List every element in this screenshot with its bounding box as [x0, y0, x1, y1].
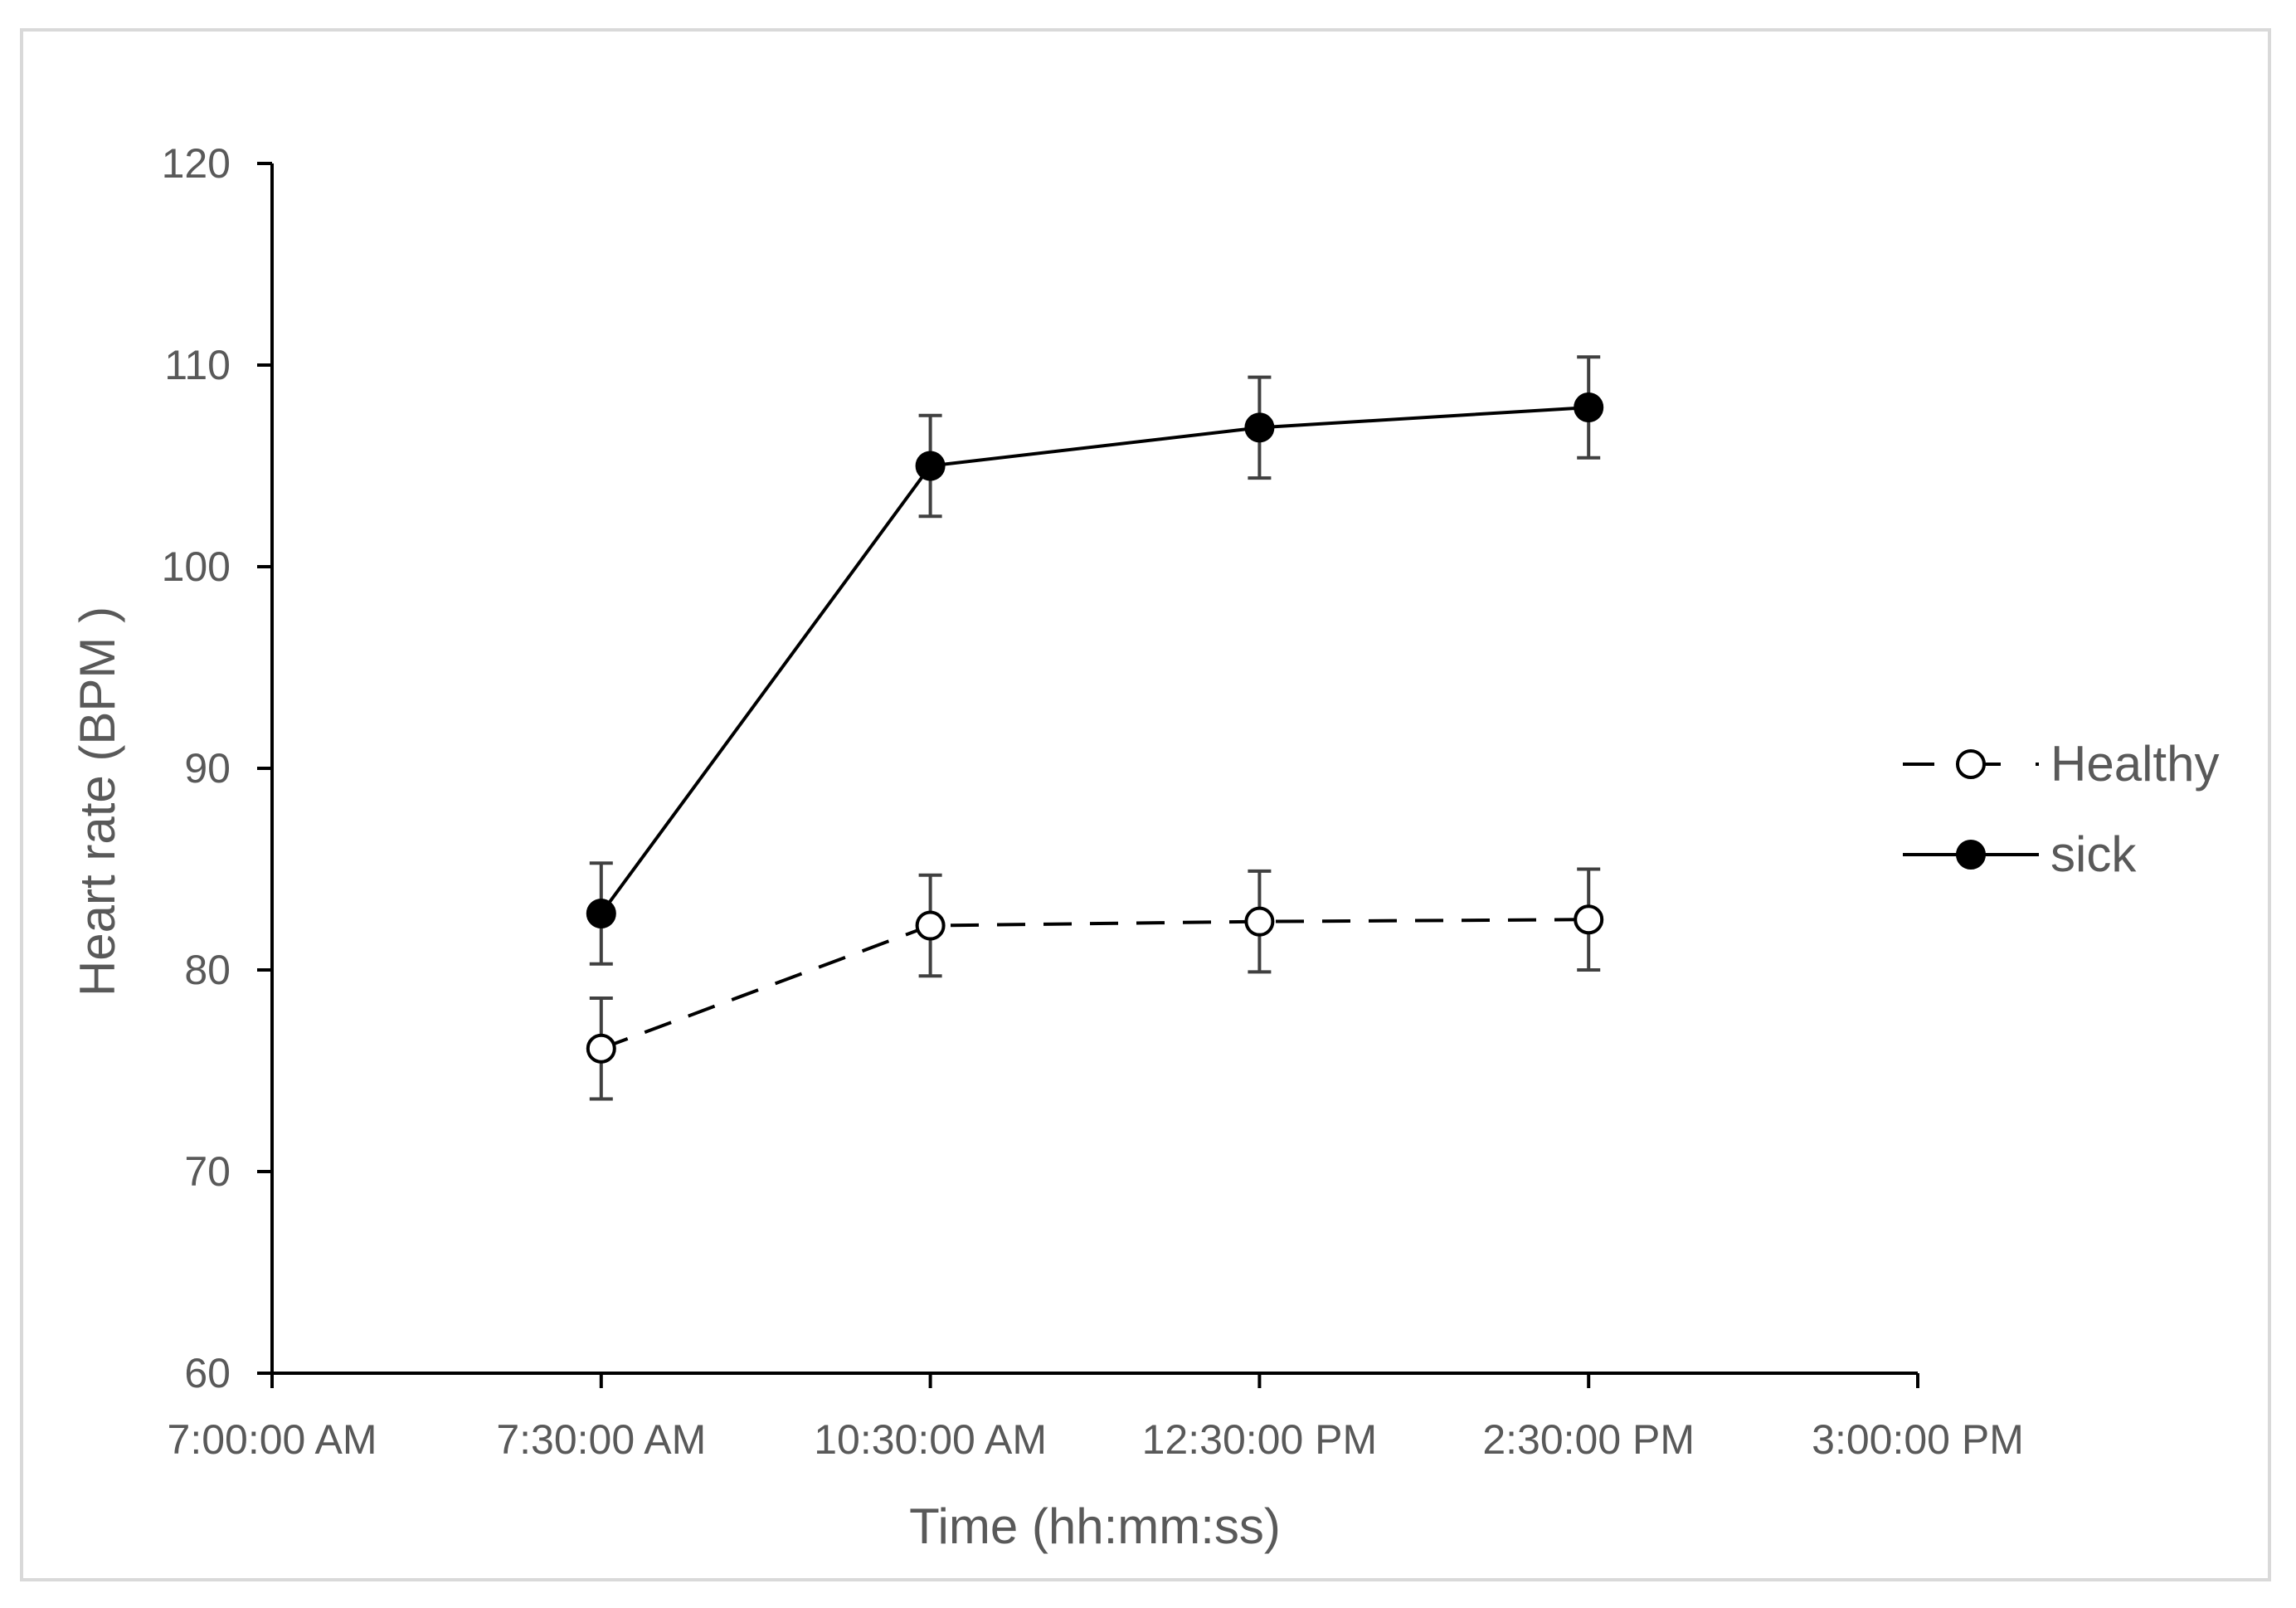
- data-point-sick: [1574, 392, 1604, 423]
- data-point-sick: [1244, 412, 1275, 443]
- series-layer: [586, 355, 1604, 1101]
- legend-swatch-healthy-marker: [1956, 749, 1986, 779]
- y-tick-label: 110: [164, 342, 231, 388]
- chart-frame: [20, 28, 2271, 1581]
- x-tick-label: 7:30:00 AM: [496, 1416, 706, 1463]
- y-tick-label: 80: [184, 947, 231, 993]
- x-axis-title: Time (hh:mm:ss): [909, 1498, 1281, 1554]
- data-point-healthy: [1574, 904, 1604, 935]
- x-tick-label: 10:30:00 AM: [814, 1416, 1047, 1463]
- y-axis-title: Heart rate (BPM ): [70, 607, 125, 996]
- x-axis-ticks: 7:00:00 AM 7:30:00 AM 10:30:00 AM 12:30:00 …: [168, 1373, 2024, 1463]
- series-healthy: [586, 867, 1604, 1101]
- legend-swatch-sick-marker: [1956, 840, 1986, 870]
- y-tick-label: 60: [184, 1350, 231, 1396]
- x-tick-label: 3:00:00 PM: [1812, 1416, 2024, 1463]
- y-tick-label: 100: [162, 543, 231, 590]
- series-line-healthy: [601, 918, 1589, 1050]
- data-point-sick: [915, 451, 946, 481]
- legend-label-healthy: Healthy: [2050, 736, 2219, 792]
- legend-item-healthy: Healthy: [1903, 736, 2219, 792]
- legend: Healthy sick: [1903, 736, 2219, 882]
- y-axis-ticks: 60 70 80 90 100 110 120: [162, 140, 272, 1396]
- data-point-healthy: [586, 1033, 616, 1064]
- legend-item-sick: sick: [1903, 826, 2137, 882]
- series-sick: [586, 355, 1604, 966]
- y-tick-label: 70: [184, 1148, 231, 1195]
- data-point-sick: [586, 898, 616, 928]
- x-tick-label: 12:30:00 PM: [1142, 1416, 1378, 1463]
- data-point-healthy: [1244, 906, 1275, 937]
- series-line-sick: [600, 406, 1589, 915]
- data-point-healthy: [915, 910, 946, 941]
- x-tick-label: 7:00:00 AM: [168, 1416, 377, 1463]
- legend-label-sick: sick: [2050, 826, 2137, 882]
- y-tick-label: 120: [162, 140, 231, 187]
- x-tick-label: 2:30:00 PM: [1482, 1416, 1695, 1463]
- y-tick-label: 90: [184, 745, 231, 792]
